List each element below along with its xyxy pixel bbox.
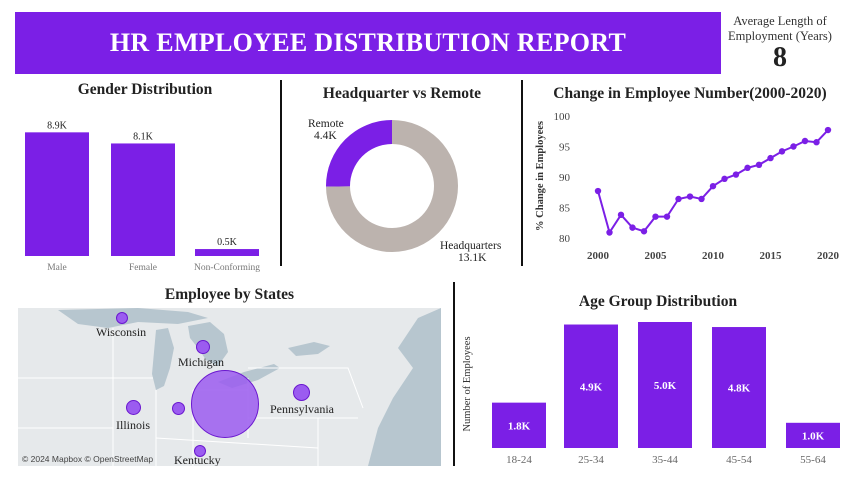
lake-michigan (152, 328, 174, 390)
kpi-value: 8 (773, 42, 787, 73)
lake-superior (58, 308, 208, 328)
trend-point-2009[interactable] (698, 195, 705, 203)
divider-vertical-1 (280, 80, 282, 266)
map-bubble-indiana[interactable] (172, 402, 185, 415)
age-value-label-1: 4.9K (580, 381, 603, 393)
trend-point-2002[interactable] (617, 211, 625, 219)
trend-point-2017[interactable] (790, 143, 797, 150)
states-map[interactable]: Wisconsin Michigan Illinois Pennsylvania… (18, 308, 441, 466)
age-value-label-3: 4.8K (728, 383, 751, 395)
state-borders (18, 328, 364, 466)
age-bar-3[interactable] (712, 327, 766, 448)
trend-ytick-95: 95 (559, 142, 571, 154)
trend-xtick-2010: 2010 (702, 250, 725, 262)
map-bubble-ohio[interactable] (191, 370, 259, 438)
age-value-label-0: 1.8K (508, 420, 531, 432)
age-value-label-2: 5.0K (654, 380, 677, 392)
age-chart-title: Age Group Distribution (578, 293, 738, 310)
trend-point-2004[interactable] (640, 228, 648, 235)
trend-line-chart: 80 85 90 95 100 2000 2005 2010 2015 2020 % Change … (535, 111, 840, 262)
donut-label-headquarters: Headquarters (440, 240, 502, 252)
map-label-pennsylvania: Pennsylvania (270, 402, 334, 416)
map-bubble-kentucky[interactable] (194, 445, 206, 457)
donut-slice-headquarters[interactable] (326, 120, 458, 252)
trend-point-2014[interactable] (755, 161, 763, 168)
trend-xtick-2015: 2015 (760, 250, 783, 262)
gender-chart: 8.9K Male 8.1K Female 0.5K Non-Conforming (25, 120, 260, 273)
map-label-wisconsin: Wisconsin (96, 325, 147, 339)
donut-value-headquarters: 13.1K (458, 252, 487, 264)
trend-xtick-2020: 2020 (817, 250, 840, 262)
gender-category-label-1: Female (129, 263, 157, 273)
trend-point-2003[interactable] (629, 224, 636, 231)
map-basemap (18, 308, 441, 466)
gender-value-label-2: 0.5K (217, 237, 238, 248)
trend-point-2011[interactable] (721, 175, 728, 183)
divider-vertical-2 (521, 80, 523, 266)
trend-point-2000[interactable] (594, 187, 602, 195)
age-chart: 1.8K 18-24 4.9K 25-34 5.0K 35-44 4.8K 45-54 1.0K… (462, 322, 840, 466)
map-bubble-michigan[interactable] (196, 340, 210, 354)
report-title-banner: HR EMPLOYEE DISTRIBUTION REPORT (15, 12, 721, 74)
trend-point-2010[interactable] (709, 182, 717, 190)
age-bar-4[interactable] (786, 422, 840, 448)
map-title: Employee by States (164, 286, 295, 303)
gender-value-label-0: 8.9K (47, 120, 68, 131)
trend-point-2007[interactable] (675, 195, 682, 203)
trend-ylabel: % Change in Employees (535, 121, 546, 231)
gender-category-label-2: Non-Conforming (194, 262, 260, 273)
trend-point-2012[interactable] (732, 171, 740, 178)
trend-point-2020[interactable] (824, 126, 832, 134)
location-chart-title: Headquarter vs Remote (322, 85, 482, 102)
lake-ontario (288, 342, 330, 356)
age-value-label-4: 1.0K (802, 430, 825, 442)
map-label-kentucky: Kentucky (174, 453, 221, 466)
age-bar-1[interactable] (564, 324, 618, 448)
trend-point-2015[interactable] (767, 154, 774, 162)
trend-ytick-85: 85 (559, 203, 571, 215)
age-bar-0[interactable] (492, 402, 546, 448)
trend-ytick-90: 90 (559, 172, 571, 184)
trend-point-2016[interactable] (778, 148, 786, 155)
trend-point-2006[interactable] (663, 213, 671, 220)
age-category-label-3: 45-54 (726, 454, 752, 466)
trend-point-2001[interactable] (606, 229, 613, 236)
gender-category-label-0: Male (47, 263, 67, 273)
age-bar-2[interactable] (638, 322, 692, 448)
age-category-label-2: 35-44 (652, 454, 678, 466)
trend-point-2019[interactable] (813, 139, 820, 146)
kpi-label: Average Length of Employment (Years) (728, 14, 832, 43)
gender-chart-title: Gender Distribution (77, 81, 213, 98)
age-category-label-1: 25-34 (578, 454, 604, 466)
trend-point-2018[interactable] (801, 137, 809, 145)
donut-value-remote: 4.4K (314, 130, 337, 142)
trend-ytick-100: 100 (554, 111, 571, 123)
trend-xtick-2000: 2000 (587, 250, 610, 262)
map-label-michigan: Michigan (178, 355, 224, 369)
trend-xtick-2005: 2005 (645, 250, 668, 262)
gender-bar-0[interactable] (25, 132, 89, 256)
age-ylabel: Number of Employees (462, 336, 473, 431)
map-label-illinois: Illinois (116, 418, 151, 432)
donut-label-remote: Remote (308, 118, 344, 130)
map-bubble-wisconsin[interactable] (116, 312, 128, 324)
trend-ytick-80: 80 (559, 233, 571, 245)
atlantic-ocean (368, 308, 441, 466)
map-credit: © 2024 Mapbox © OpenStreetMap (22, 454, 154, 464)
map-bubble-illinois[interactable] (126, 400, 141, 415)
gender-bar-1[interactable] (111, 143, 175, 256)
age-category-label-4: 55-64 (800, 454, 826, 466)
gender-value-label-1: 8.1K (133, 131, 154, 142)
report-title: HR EMPLOYEE DISTRIBUTION REPORT (109, 28, 627, 57)
trend-point-2013[interactable] (744, 164, 751, 172)
trend-point-2008[interactable] (686, 193, 694, 200)
trend-chart-title: Change in Employee Number(2000-2020) (553, 85, 827, 102)
trend-point-2005[interactable] (652, 213, 659, 220)
gender-bar-2[interactable] (195, 249, 259, 256)
divider-vertical-3 (453, 282, 455, 466)
donut-slice-remote[interactable] (326, 120, 392, 187)
age-category-label-0: 18-24 (506, 454, 532, 466)
map-bubble-pennsylvania[interactable] (293, 384, 310, 401)
